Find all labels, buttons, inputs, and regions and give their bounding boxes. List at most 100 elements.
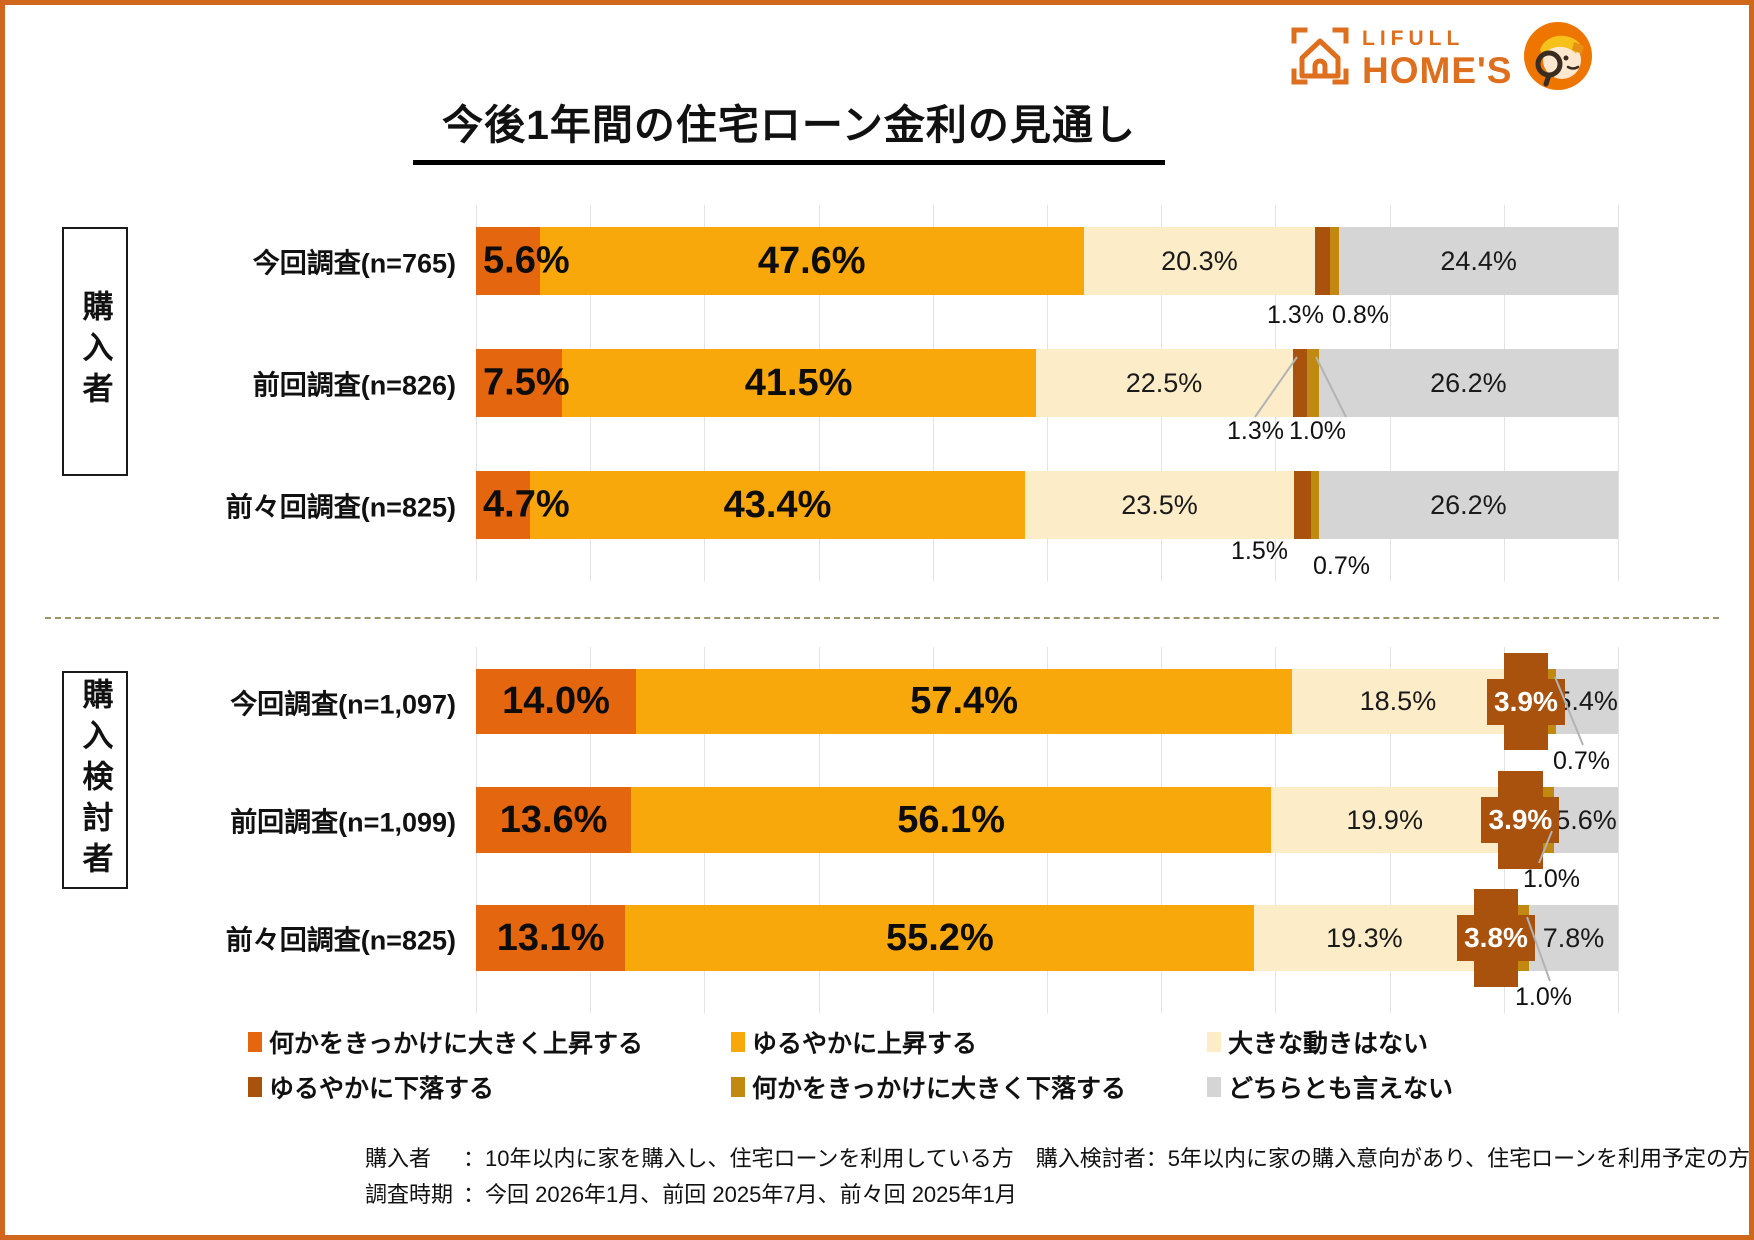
legend-swatch-icon [248, 1077, 262, 1097]
segment-value-label: 7.5% [483, 361, 570, 404]
bar-segment: 3.8% [1457, 889, 1536, 987]
bar-segment: 56.1% [631, 787, 1272, 853]
legend-swatch-icon [248, 1032, 262, 1052]
legend-item: ゆるやかに下落する [248, 1069, 494, 1105]
callout-value-label: 1.3% [1227, 417, 1284, 445]
segment-value-badge: 3.9% [1481, 797, 1560, 843]
segment-value-label: 4.7% [483, 483, 570, 526]
bar-segment: 7.5% [476, 349, 570, 417]
callout-value-label: 1.5% [1231, 537, 1288, 565]
bar-segment: 20.3% [1083, 227, 1316, 295]
bar-segment [1315, 227, 1331, 295]
bar-segment: 19.9% [1271, 787, 1499, 853]
legend-label: 何かをきっかけに大きく下落する [752, 1075, 1127, 1103]
bar-segment: 57.4% [636, 669, 1293, 734]
bar-segment: 7.8% [1529, 905, 1618, 971]
bar-row-label: 前々回調査(n=825) [225, 492, 456, 523]
footer-label: 購入者 [365, 1146, 432, 1171]
footer-note-period: 調査時期 ：今回 2026年1月、前回 2025年7月、前々回 2025年1月 [365, 1177, 1017, 1209]
bar-segment: 26.2% [1318, 349, 1618, 417]
segment-value-label: 26.2% [1430, 489, 1507, 520]
segment-value-label: 7.8% [1542, 922, 1605, 953]
bar-segment [1307, 349, 1319, 417]
bar-segment: 55.2% [625, 905, 1255, 971]
bar-segment [1310, 471, 1319, 539]
segment-value-label: 22.5% [1125, 367, 1203, 398]
footer-note-definition: 購入者 ：10年以内に家を購入し、住宅ローンを利用している方 購入検討者：5年以… [365, 1141, 1749, 1173]
bar-row-label: 今回調査(n=765) [252, 248, 456, 279]
legend-swatch-icon [731, 1077, 745, 1097]
bar-segment: 43.4% [529, 471, 1026, 539]
grid-line [1618, 205, 1619, 581]
segment-value-label: 5.6% [483, 239, 570, 282]
segment-value-badge: 3.8% [1457, 915, 1536, 961]
lifull-homes-logo: LIFULL HOME'S [1288, 21, 1593, 95]
callout-value-label: 1.0% [1523, 865, 1580, 893]
segment-value-label: 26.2% [1430, 367, 1507, 398]
bar-segment: 19.3% [1254, 905, 1475, 971]
segment-value-label: 18.5% [1359, 686, 1437, 716]
segment-value-label: 41.5% [744, 361, 853, 404]
bar-segment: 41.5% [561, 349, 1036, 417]
legend-label: ゆるやかに上昇する [752, 1030, 978, 1058]
bar-segment: 24.4% [1339, 227, 1618, 295]
segment-value-label: 47.6% [757, 239, 866, 282]
legend-label: ゆるやかに下落する [269, 1075, 495, 1103]
segment-value-label: 5.6% [1555, 804, 1617, 835]
footer-text: ：今回 2026年1月、前回 2025年7月、前々回 2025年1月 [463, 1182, 1017, 1207]
legend-label: 何かをきっかけに大きく上昇する [269, 1030, 644, 1058]
segment-value-label: 19.3% [1326, 922, 1403, 953]
bar-segment: 13.1% [476, 905, 626, 971]
stacked-bar: 5.6% 47.6% 20.3% 24.4% [476, 227, 1618, 295]
legend-item: 何かをきっかけに大きく上昇する [248, 1024, 643, 1060]
segment-value-label: 55.2% [885, 916, 994, 959]
legend-label: 大きな動きはない [1228, 1030, 1429, 1058]
bar-row-label: 前回調査(n=826) [252, 370, 456, 401]
stacked-bar: 13.6% 56.1% 19.9% 3.9% 5.6% [476, 771, 1618, 869]
group-box-considering: 購入検討者 [62, 671, 128, 889]
legend-swatch-icon [731, 1032, 745, 1052]
bar-row-label: 前々回調査(n=825) [225, 925, 456, 956]
logo-line2: HOME'S [1362, 49, 1513, 91]
bar-row-label: 前回調査(n=1,099) [230, 807, 456, 838]
legend-item: ゆるやかに上昇する [731, 1024, 977, 1060]
segment-value-label: 14.0% [502, 680, 610, 722]
logo-wordmark: LIFULL HOME'S [1362, 28, 1512, 89]
bar-segment: 4.7% [476, 471, 570, 539]
segment-value-label: 19.9% [1346, 804, 1423, 835]
segment-value-label: 23.5% [1121, 489, 1198, 520]
grid-line [1618, 647, 1619, 1013]
segment-value-badge: 3.9% [1486, 678, 1565, 725]
legend-item: どちらとも言えない [1207, 1069, 1453, 1105]
footer-label: 調査時期 [365, 1182, 454, 1207]
callout-value-label: 1.0% [1515, 983, 1572, 1011]
bar-segment: 5.4% [1556, 669, 1618, 734]
bar-segment: 47.6% [539, 227, 1084, 295]
bar-segment: 5.6% [1554, 787, 1618, 853]
page-title: 今後1年間の住宅ローン金利の見通し [413, 91, 1165, 165]
segment-value-label: 56.1% [897, 798, 1006, 841]
segment-value-label: 24.4% [1440, 245, 1517, 276]
bar-segment: 18.5% [1292, 669, 1504, 734]
callout-value-label: 0.7% [1553, 747, 1610, 775]
bar-segment [1330, 227, 1340, 295]
segment-value-label: 57.4% [910, 680, 1018, 722]
logo-line1: LIFULL [1362, 26, 1465, 50]
bar-segment: 3.9% [1486, 653, 1565, 750]
callout-value-label: 1.3% [1267, 301, 1324, 329]
bar-segment [1292, 349, 1308, 417]
legend-swatch-icon [1207, 1032, 1221, 1052]
stacked-bar: 7.5% 41.5% 22.5% 26.2% [476, 349, 1618, 417]
stacked-bar: 14.0% 57.4% 18.5% 3.9% 5.4% [476, 653, 1618, 750]
stacked-bar: 13.1% 55.2% 19.3% 3.8% 7.8% [476, 889, 1618, 987]
bar-segment: 23.5% [1025, 471, 1294, 539]
legend-label: どちらとも言えない [1228, 1075, 1454, 1103]
group-box-purchasers: 購入者 [62, 227, 128, 476]
homes-mascot-icon [1522, 20, 1594, 97]
bar-segment: 13.6% [476, 787, 632, 853]
callout-value-label: 0.8% [1332, 301, 1389, 329]
callout-value-label: 0.7% [1313, 552, 1370, 580]
segment-value-label: 20.3% [1161, 245, 1238, 276]
segment-value-label: 5.4% [1556, 686, 1618, 716]
